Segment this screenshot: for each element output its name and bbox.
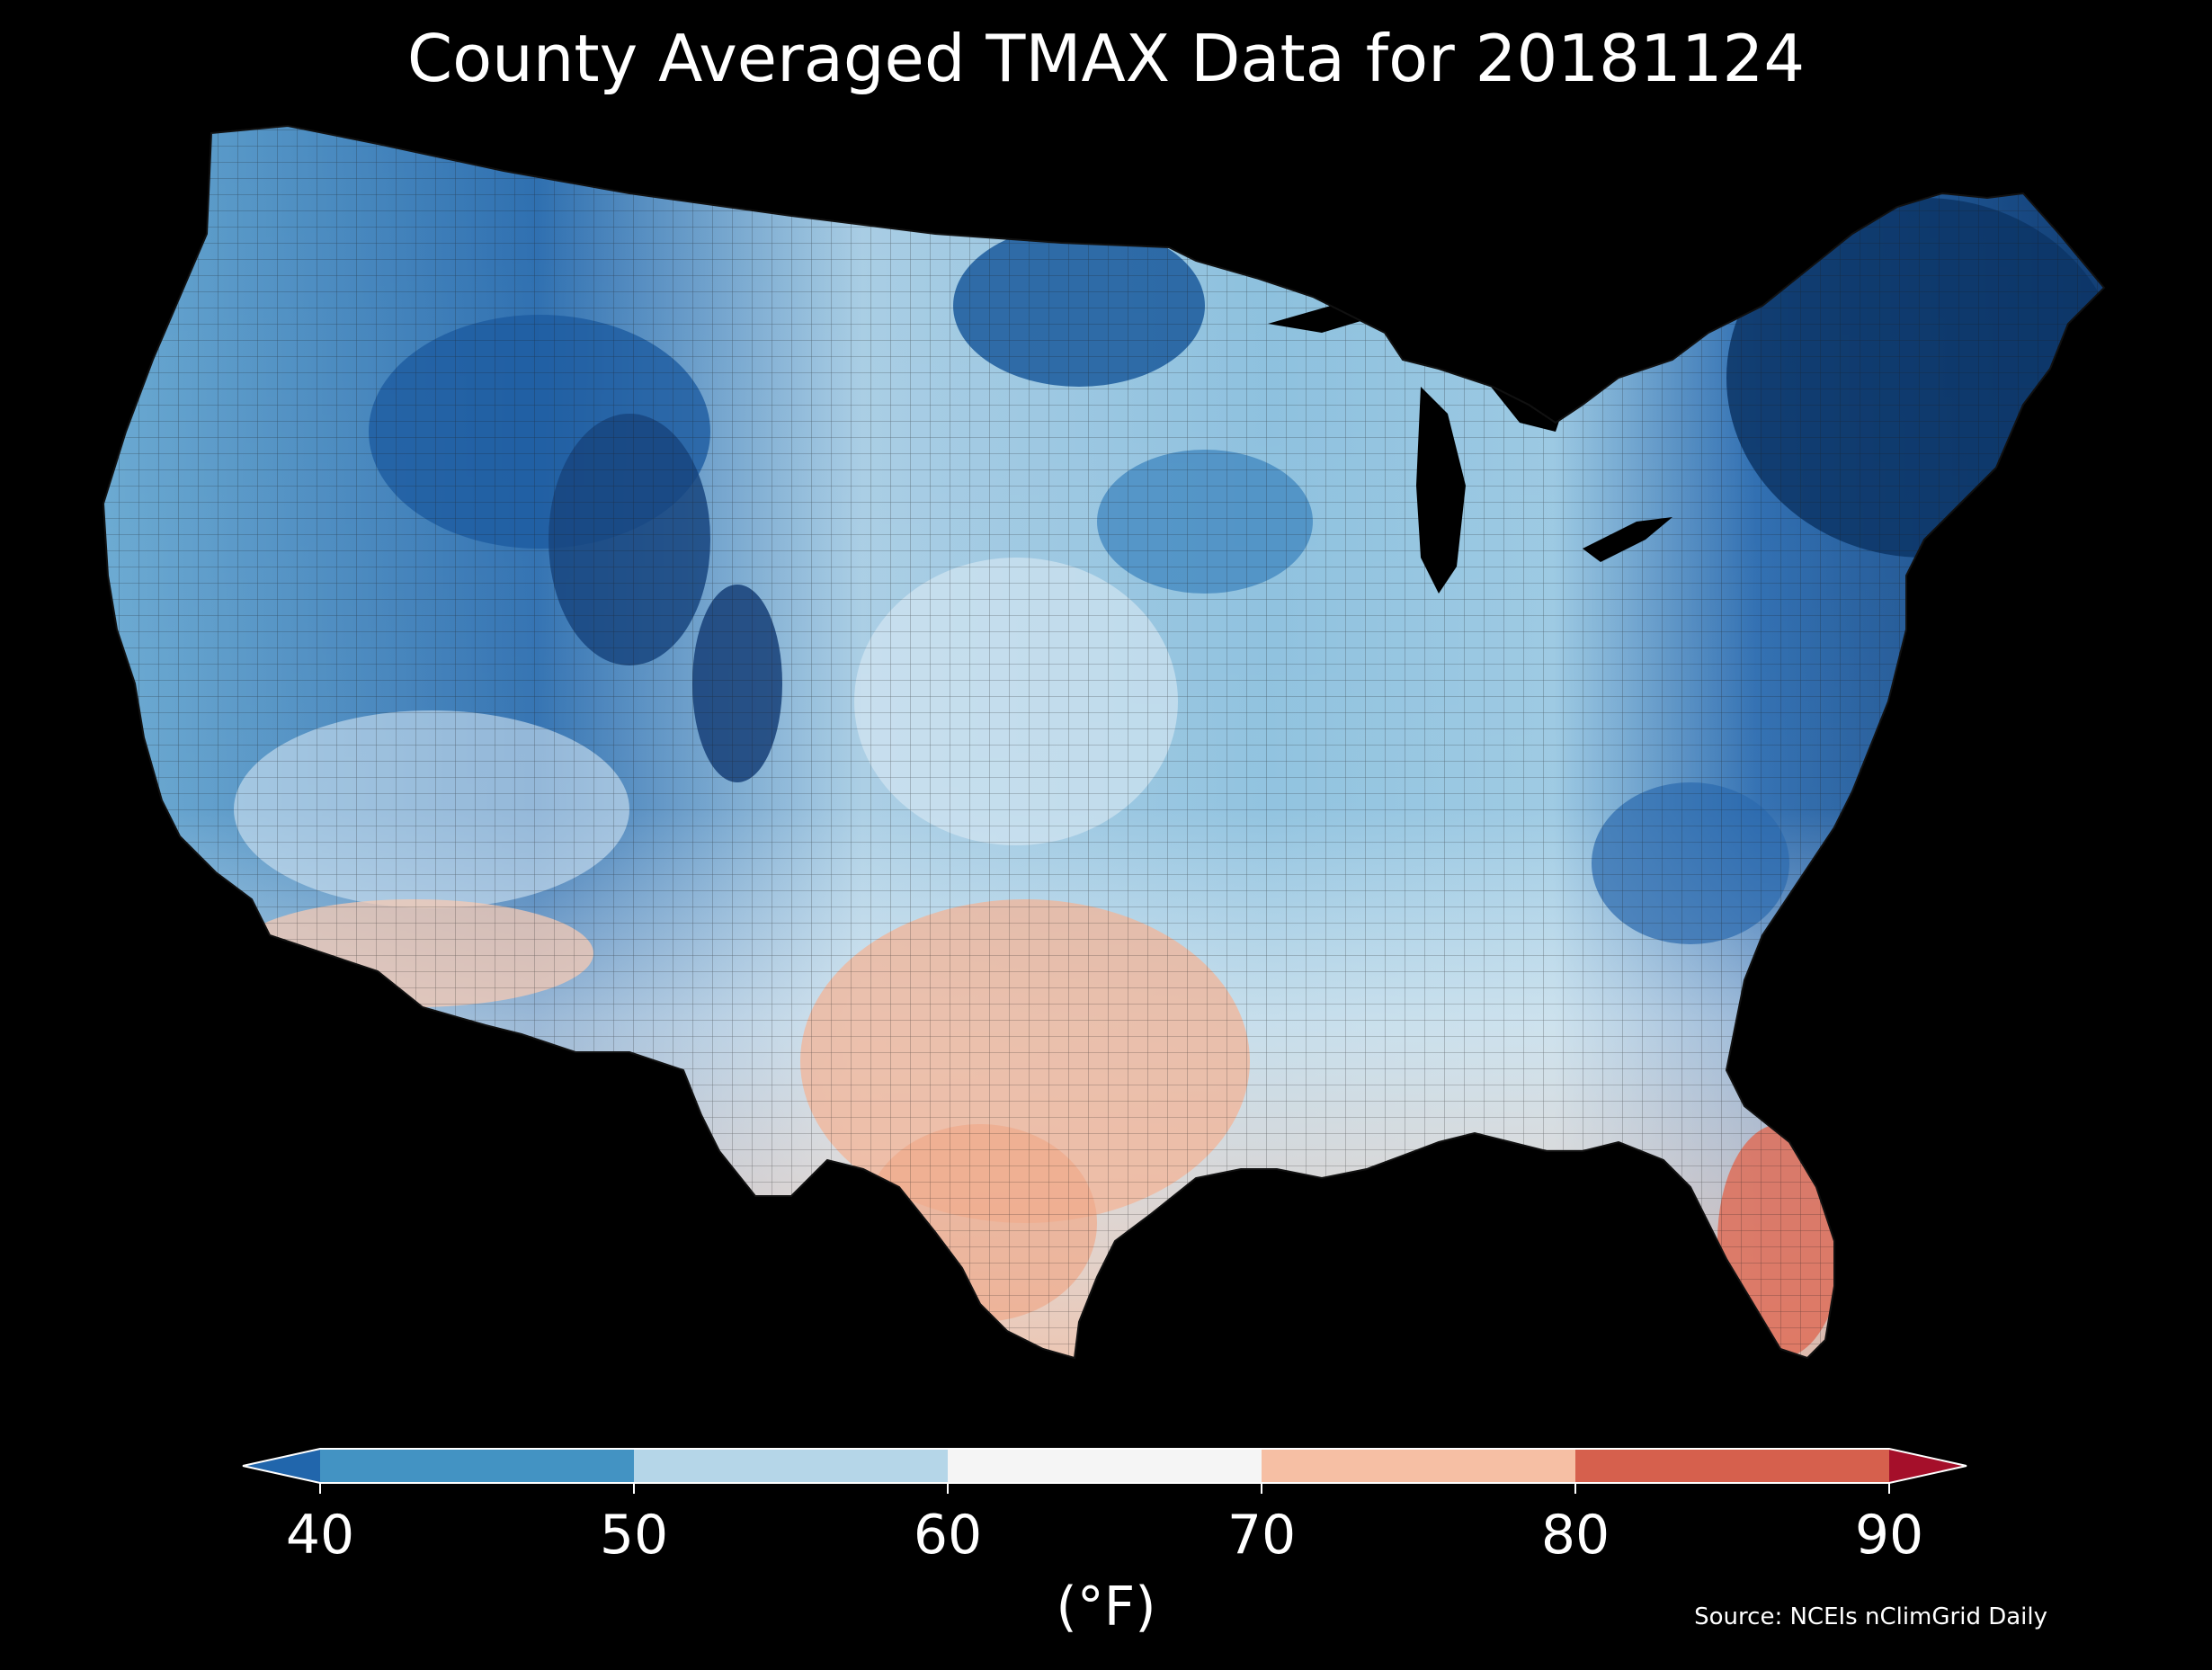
- lake-superior: [1268, 288, 1385, 333]
- colorbar-tick-label: 50: [599, 1504, 669, 1567]
- colorbar-tick-label: 40: [285, 1504, 355, 1567]
- lake-michigan: [1416, 387, 1466, 594]
- choropleth-map: [103, 125, 2105, 1359]
- colorbar-tick-label: 90: [1854, 1504, 1924, 1567]
- colorbar-units-label: (°F): [1056, 1576, 1156, 1639]
- colorbar-tick-label: 80: [1540, 1504, 1610, 1567]
- source-note: Source: NCEIs nClimGrid Daily: [1694, 1603, 2047, 1630]
- colorbar-tick-label: 70: [1226, 1504, 1297, 1567]
- temperature-field: [103, 126, 2104, 1358]
- colorbar-tick-label: 60: [913, 1504, 983, 1567]
- lake-erie: [1583, 517, 1672, 562]
- map-title: County Averaged TMAX Data for 20181124: [406, 21, 1806, 96]
- us-county-map-svg: [103, 125, 2105, 1359]
